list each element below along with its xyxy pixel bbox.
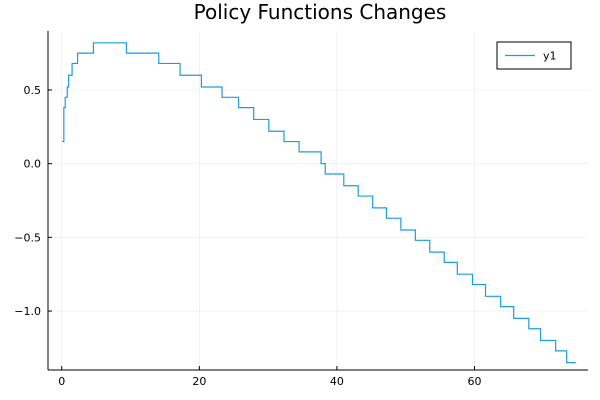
y-tick-label: 0.0 [24, 158, 42, 171]
legend: y1 [496, 41, 572, 70]
x-tick-label: 40 [330, 375, 344, 388]
x-tick-label: 0 [58, 375, 65, 388]
plot-area [61, 42, 576, 364]
series-line-y1 [61, 42, 576, 364]
x-tick-label: 60 [467, 375, 481, 388]
axes [47, 31, 588, 371]
chart-title: Policy Functions Changes [194, 0, 447, 24]
x-axis-ticks: 0 20 40 60 [58, 366, 481, 388]
legend-label-y1: y1 [543, 50, 557, 63]
y-axis-ticks: 0.5 0.0 −0.5 −1.0 [14, 84, 52, 318]
x-tick-label: 20 [192, 375, 206, 388]
y-tick-label: 0.5 [24, 84, 42, 97]
y-tick-label: −0.5 [14, 231, 41, 244]
y-tick-label: −1.0 [14, 305, 41, 318]
grid [48, 31, 588, 370]
